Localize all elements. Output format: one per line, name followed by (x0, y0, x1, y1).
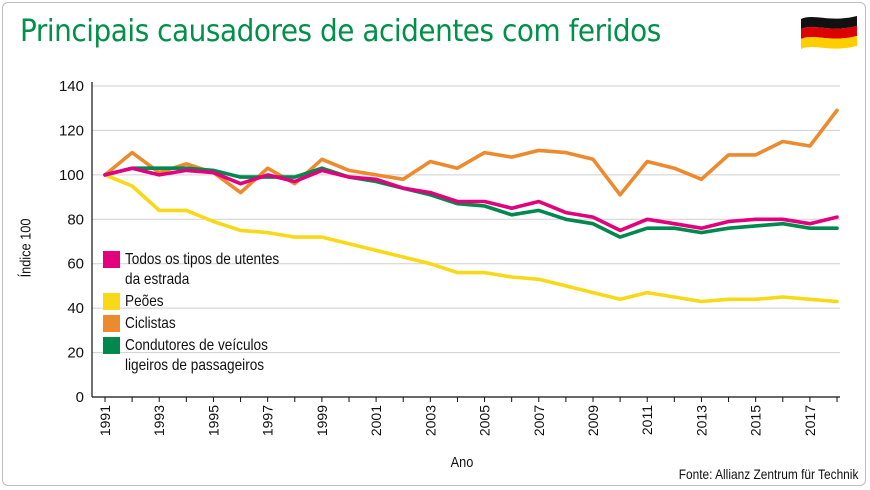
x-tick-label: 2007 (531, 405, 547, 436)
chart-title: Principais causadores de acidentes com f… (20, 14, 661, 49)
legend-label: Condutores de veículos ligeiros de passa… (125, 337, 268, 374)
legend-item: Condutores de veículos ligeiros de passa… (103, 336, 345, 376)
germany-flag-icon (801, 16, 857, 49)
series-lines (103, 108, 839, 304)
legend-label: Ciclistas (125, 315, 176, 332)
legend-swatch (103, 251, 120, 268)
x-tick-label: 2017 (802, 405, 818, 436)
legend-swatch (103, 315, 120, 332)
x-tick-label: 2003 (422, 405, 438, 436)
y-tick-label: 0 (76, 389, 84, 406)
y-tick-label: 100 (59, 167, 84, 184)
legend-item: Peões (103, 292, 345, 312)
series-line-2 (103, 173, 839, 304)
x-tick-label: 2011 (639, 405, 655, 435)
x-tick-label: 2001 (368, 405, 384, 436)
x-axis-ticks: 1991 1993 1995 1997 1999 2001 2003 2005 2007 2009… (97, 405, 818, 436)
y-tick-label: 140 (59, 78, 84, 95)
x-tick-label: 2013 (693, 405, 709, 436)
legend-label: Peões (125, 293, 164, 310)
y-tick-label: 20 (67, 345, 84, 362)
x-tick-label: 1991 (97, 405, 113, 436)
legend-item: Todos os tipos de utentes da estrada (103, 250, 345, 290)
legend-label: Todos os tipos de utentes da estrada (125, 251, 280, 288)
x-tick-label: 2015 (748, 405, 764, 436)
legend-swatch (103, 337, 120, 354)
y-tick-label: 60 (67, 256, 84, 273)
y-axis-ticks: 0 20 40 60 80 100 120 140 (59, 78, 84, 406)
series-line-3 (103, 108, 839, 197)
x-tick-label: 1993 (151, 405, 167, 436)
y-tick-label: 120 (59, 122, 84, 139)
x-tick-label: 1999 (314, 405, 330, 436)
legend-swatch (103, 293, 120, 310)
x-tick-label: 2009 (585, 405, 601, 436)
y-tick-label: 80 (67, 211, 84, 228)
x-tick-label: 1997 (260, 405, 276, 436)
x-tick-label: 2005 (477, 405, 493, 436)
legend-item: Ciclistas (103, 314, 345, 334)
x-tick-label: 1995 (205, 405, 221, 436)
series-line-1 (103, 166, 839, 233)
x-axis-label: Ano (450, 454, 474, 471)
legend: Todos os tipos de utentes da estrada Peõ… (103, 250, 345, 378)
series-line-4 (103, 166, 839, 239)
axes (91, 82, 840, 402)
y-tick-label: 40 (67, 300, 84, 317)
source-note: Fonte: Allianz Zentrum für Technik (678, 466, 858, 482)
y-axis-label: Índice 100 (17, 218, 35, 278)
